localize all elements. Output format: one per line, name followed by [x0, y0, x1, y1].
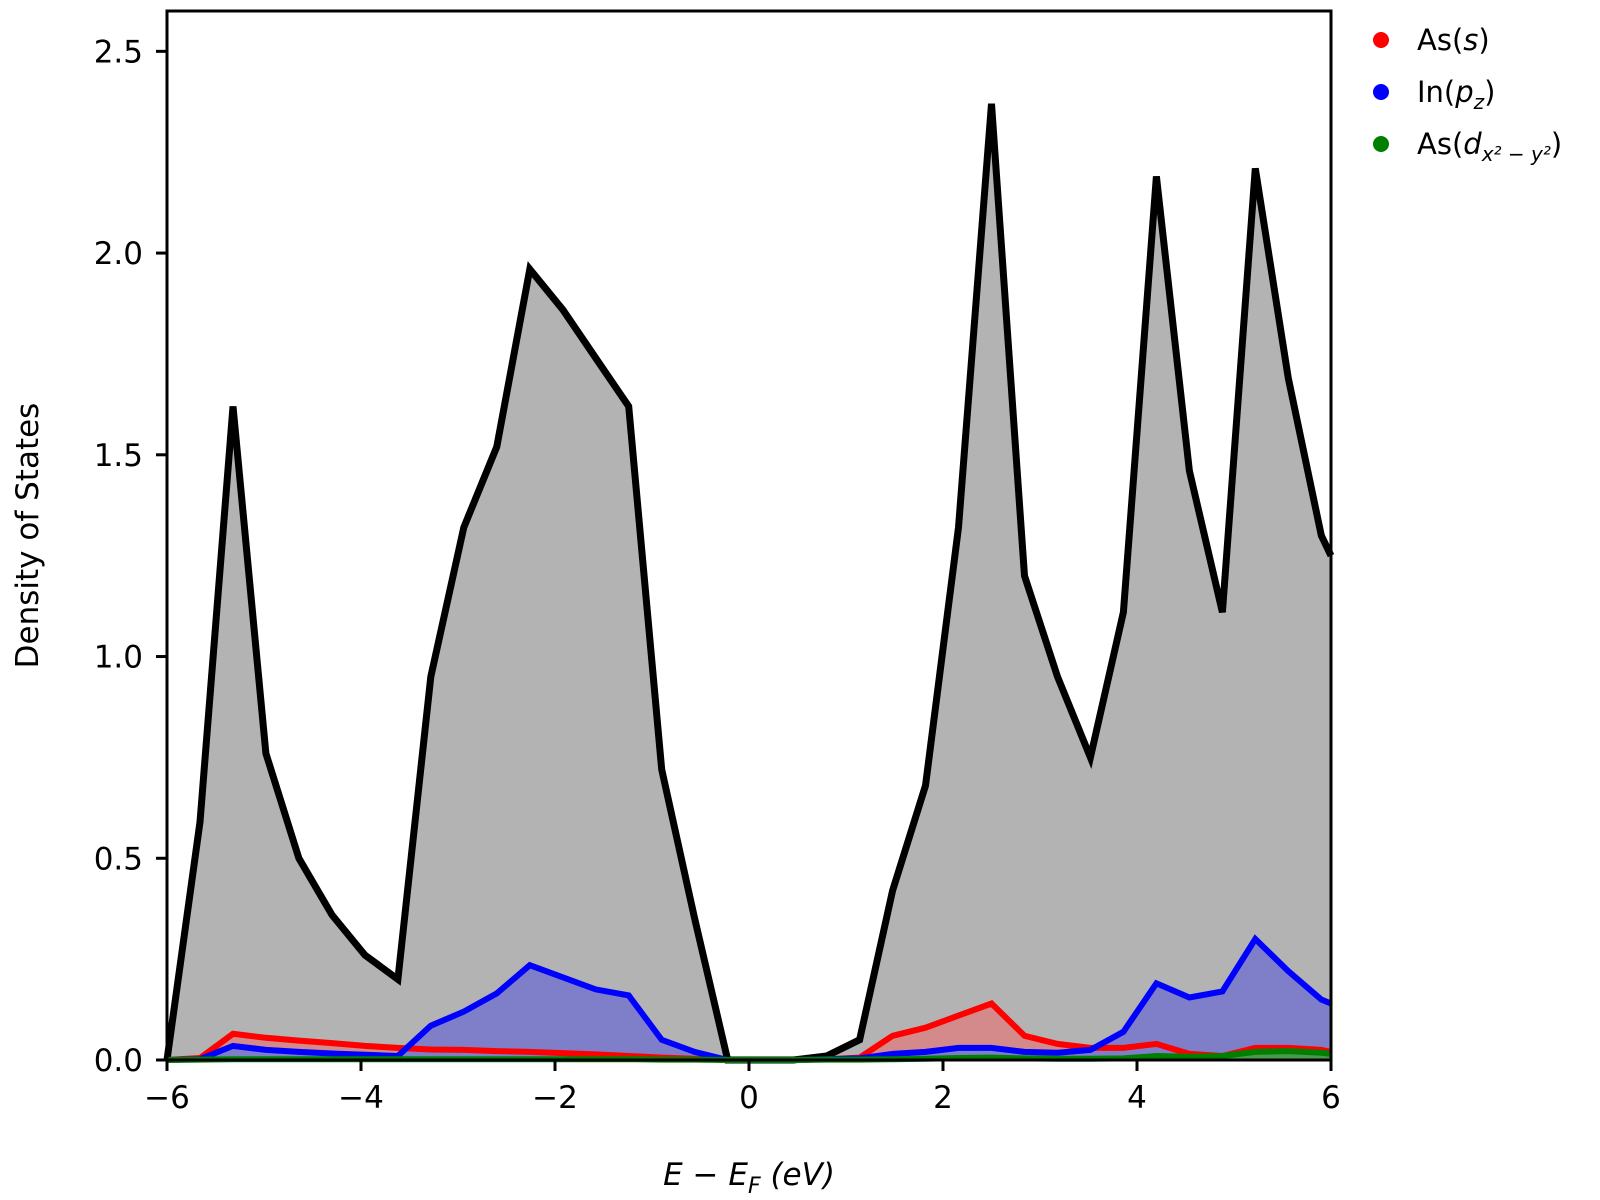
y-axis-ticks: 0.0 0.5 1.0 1.5 2.0 2.5	[94, 34, 167, 1079]
legend-marker-1	[1373, 84, 1389, 100]
x-axis-label: E − EF (eV)	[663, 1157, 835, 1199]
area-fills	[167, 103, 1331, 1061]
x-tick-label: 0	[739, 1080, 759, 1116]
x-tick-label: 6	[1321, 1080, 1341, 1116]
series-fill-1	[167, 939, 1331, 1060]
x-tick-label: 2	[933, 1080, 953, 1116]
y-tick-label: 1.5	[94, 438, 143, 474]
x-label-sub: F	[748, 1174, 761, 1199]
total-dos-fill	[167, 103, 1331, 1061]
legend: As(s) In(pz) As(dx² − y²)	[1373, 23, 1562, 166]
y-tick-label: 0.5	[94, 841, 143, 877]
legend-marker-0	[1373, 32, 1389, 48]
y-tick-label: 1.0	[94, 640, 143, 676]
legend-label-2: As(dx² − y²)	[1417, 127, 1562, 166]
y-axis-label: Density of States	[10, 403, 46, 669]
legend-label-0: As(s)	[1417, 23, 1490, 57]
x-label-unit: (eV)	[761, 1157, 835, 1193]
x-tick-label: 4	[1127, 1080, 1147, 1116]
x-label-minus: −	[683, 1157, 729, 1193]
y-tick-label: 0.0	[94, 1043, 143, 1079]
y-tick-label: 2.0	[94, 236, 143, 272]
legend-label-1: In(pz)	[1417, 75, 1496, 114]
x-tick-label: −6	[144, 1080, 190, 1116]
x-tick-label: −4	[338, 1080, 384, 1116]
x-label-sub-var: E	[728, 1157, 748, 1193]
y-tick-label: 2.5	[94, 34, 143, 70]
legend-marker-2	[1373, 136, 1389, 152]
series-fill-0	[167, 1003, 1331, 1060]
x-label-var: E	[663, 1157, 683, 1193]
x-axis-ticks: −6 −4 −2 0 2 4 6	[144, 1060, 1341, 1116]
x-tick-label: −2	[532, 1080, 578, 1116]
